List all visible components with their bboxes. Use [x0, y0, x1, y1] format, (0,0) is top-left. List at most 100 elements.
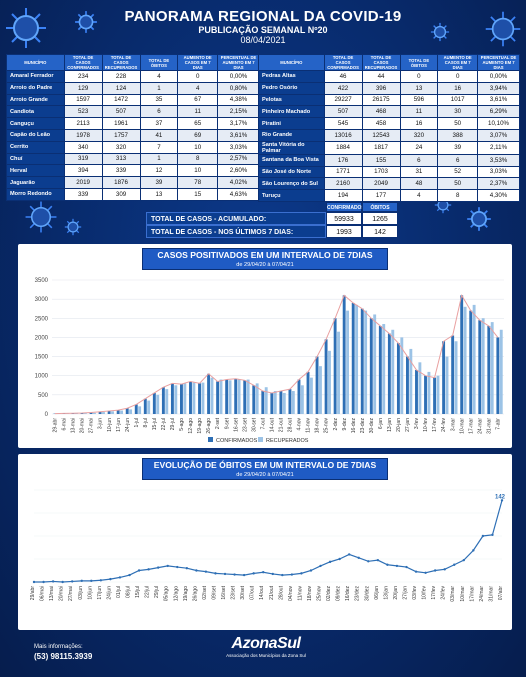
- municipality-name: Amaral Ferrador: [6, 70, 65, 83]
- table-row: Jaguarão 2019 1876 39 78 4,02%: [6, 176, 260, 189]
- municipality-name: Turuçu: [258, 189, 325, 202]
- table-cell: 176: [323, 153, 363, 167]
- x-tick-label: 12-ago: [188, 418, 194, 434]
- x-tick-label: 9-set: [224, 417, 230, 429]
- table-cell: 1703: [361, 165, 401, 179]
- data-point: [271, 572, 274, 576]
- last7-deaths: 142: [362, 225, 398, 238]
- table-cell: 13: [139, 187, 179, 201]
- deaths-chart-panel: 29/abr 06/mai 13/mai 20/mai 27/mai 03/jun 10/j…: [18, 454, 512, 630]
- municipality-name: Herval: [6, 164, 65, 178]
- bar-recuperados: [282, 392, 286, 414]
- table-cell: 6: [437, 153, 479, 167]
- bar-confirmados: [216, 381, 220, 414]
- table-cell: 4,30%: [477, 189, 520, 202]
- bar-confirmados: [252, 385, 256, 414]
- table-cell: 2,57%: [217, 152, 260, 166]
- table-cell: 596: [399, 93, 439, 107]
- bar-recuperados: [192, 382, 196, 414]
- table-row: São José do Norte 1771 1703 31 52 3,03%: [258, 165, 520, 179]
- x-tick-label: 10-jun: [107, 418, 113, 432]
- data-point: [262, 571, 265, 574]
- x-tick-label: 29/abr: [30, 586, 36, 601]
- data-point: [328, 560, 332, 564]
- bar-confirmados: [387, 333, 391, 414]
- y-tick-label: 2500: [35, 316, 49, 322]
- column-header: PERCENTUAL DE AUMENTO EM 7 DIAS: [477, 54, 520, 71]
- data-point: [290, 573, 294, 576]
- table-cell: 13: [399, 81, 439, 95]
- x-tick-label: 28/out: [278, 585, 284, 600]
- table-cell: 1017: [437, 93, 479, 107]
- bar-recuperados: [490, 322, 494, 414]
- x-tick-label: 16/dez: [345, 586, 351, 602]
- bar-recuperados: [147, 400, 151, 414]
- data-point: [386, 563, 389, 566]
- data-point: [300, 572, 303, 575]
- x-tick-label: 18/nov: [307, 586, 313, 602]
- table-cell: 320: [399, 128, 439, 142]
- table-cell: 78: [177, 176, 219, 189]
- x-tick-label: 30/dez: [364, 586, 370, 602]
- bar-confirmados: [415, 369, 418, 414]
- x-tick-label: 25/nov: [317, 586, 323, 602]
- bar-recuperados: [445, 356, 449, 414]
- x-tick-label: 08/jul: [126, 586, 132, 598]
- table-cell: 26175: [361, 93, 401, 107]
- x-tick-label: 30/set: [240, 585, 246, 599]
- totals-row-accumulated: TOTAL DE CASOS - ACUMULADO: 59933 1265: [146, 212, 398, 225]
- x-tick-label: 6-mai: [62, 418, 68, 431]
- footer-contact: Mais informações: (53) 98115.3939: [34, 644, 92, 661]
- x-tick-label: 11-nov: [306, 418, 312, 433]
- column-header: MUNICÍPIO: [6, 54, 65, 71]
- bar-confirmados: [189, 381, 192, 414]
- x-tick-label: 4-nov: [297, 418, 303, 431]
- table-cell: 39: [139, 176, 179, 189]
- bar-confirmados: [478, 320, 482, 414]
- data-point: [166, 564, 169, 568]
- table-cell: 4,02%: [217, 176, 260, 189]
- x-tick-label: 30-set: [251, 417, 257, 432]
- column-header: AUMENTO DE CASOS EM 7 DIAS: [177, 54, 219, 71]
- table-cell: 507: [323, 105, 363, 119]
- data-point: [453, 563, 456, 566]
- bar-recuperados: [400, 337, 404, 414]
- x-tick-label: 20/jan: [393, 586, 399, 600]
- table-cell: 0: [399, 70, 439, 83]
- municipality-name: Pelotas: [258, 93, 325, 107]
- x-tick-label: 17/fev: [431, 586, 437, 600]
- virus-icon: [64, 218, 82, 236]
- publication-number: PUBLICAÇÃO SEMANAL Nº20: [198, 25, 328, 35]
- table-cell: 2049: [361, 177, 401, 191]
- bar-confirmados: [180, 384, 183, 414]
- column-header: TOTAL DE ÓBITOS: [399, 54, 439, 71]
- y-tick-label: 0: [45, 412, 49, 418]
- table-cell: 29227: [323, 93, 363, 107]
- x-tick-label: 3-jun: [98, 418, 104, 429]
- data-point: [242, 573, 246, 577]
- municipality-table-right: MUNICÍPIO TOTAL DE CASOS CONFIRMADOS TOTAL…: [258, 54, 520, 202]
- municipality-name: Piratini: [258, 117, 325, 130]
- bar-recuperados: [228, 380, 232, 414]
- legend-swatch-recuperados: [258, 437, 263, 442]
- x-tick-label: 29/jul: [154, 586, 160, 598]
- table-row: São Lourenço do Sul 2160 2049 48 50 2,37%: [258, 177, 520, 191]
- bar-recuperados: [83, 413, 87, 414]
- data-point: [147, 568, 150, 571]
- x-tick-label: 10/jun: [87, 586, 93, 600]
- data-point: [443, 568, 446, 571]
- x-tick-label: 26/ago: [192, 586, 198, 602]
- x-tick-label: 13/mai: [49, 586, 55, 601]
- bar-confirmados: [351, 302, 355, 414]
- bar-recuperados: [382, 324, 386, 414]
- table-cell: 194: [323, 189, 363, 202]
- municipality-name: Santa Vitória do Palmar: [258, 140, 325, 155]
- x-tick-label: 27/mai: [68, 586, 74, 601]
- data-point: [424, 571, 427, 574]
- table-cell: 31: [399, 165, 439, 179]
- bar-confirmados: [433, 377, 437, 414]
- table-row: Herval 394 339 12 10 2,60%: [6, 164, 260, 178]
- accumulated-confirmed: 59933: [326, 212, 362, 225]
- footer-phone: (53) 98115.3939: [34, 652, 93, 661]
- bar-recuperados: [454, 341, 458, 414]
